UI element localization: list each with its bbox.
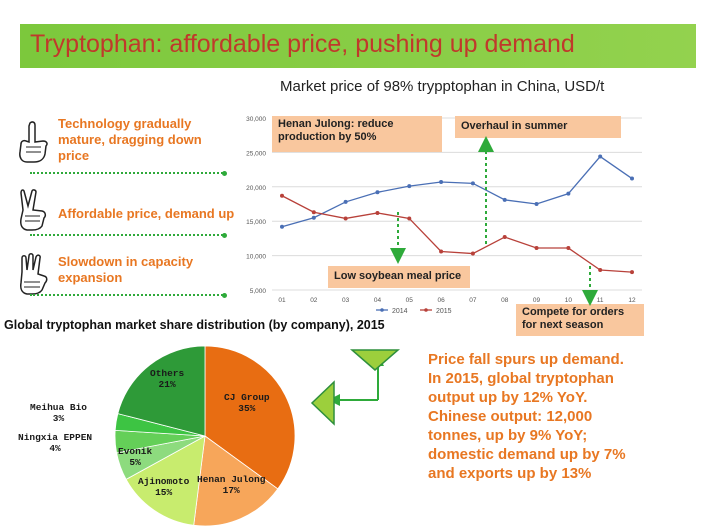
x-tick-label: 04 <box>374 297 382 304</box>
callout-overhaul: Overhaul in summer <box>455 116 621 138</box>
pie-slice-henan-julong <box>193 435 279 527</box>
conclusion-text: Price fall spurs up demand. In 2015, glo… <box>428 351 626 482</box>
data-point-2014 <box>470 181 475 186</box>
legend-marker <box>380 308 384 312</box>
data-point-2015 <box>439 249 444 254</box>
data-point-2015 <box>534 246 539 251</box>
pie-label-henan-julong: Henan Julong 17% <box>197 474 266 496</box>
reason-slowdown: Slowdown in capacity expansion <box>14 248 264 308</box>
legend-marker <box>424 308 428 312</box>
dotted-separator <box>30 234 226 236</box>
series-line-2015 <box>281 195 633 273</box>
pie-chart-title: Global tryptophan market share distribut… <box>4 318 385 332</box>
pie-label-meihua-bio: Meihua Bio 3% <box>30 402 88 424</box>
callout-henan-julong: Henan Julong: reduce production by 50% <box>272 116 442 152</box>
reason-text: Affordable price, demand up <box>58 206 235 221</box>
dotted-separator <box>30 294 226 296</box>
y-tick-label: 30,000 <box>246 116 266 123</box>
data-point-2014 <box>566 191 571 196</box>
pie-label-ningxia-eppen: Ningxia EPPEN 4% <box>18 432 93 454</box>
data-point-2015 <box>375 210 380 215</box>
x-tick-label: 10 <box>565 297 573 304</box>
reason-affordable: Affordable price, demand up <box>14 184 264 244</box>
data-point-2014 <box>534 202 539 206</box>
one-finger-hand-icon <box>19 121 48 163</box>
reason-text: Slowdown in capacity expansion <box>58 254 194 285</box>
series-line-2014 <box>281 155 633 228</box>
pie-slice-ajinomoto <box>125 435 206 526</box>
pie-slice-cj-group <box>204 345 296 490</box>
price-line-chart: 5,000 10,000 15,000 20,000 25,000 30,000 01 02… <box>246 116 642 315</box>
dotted-separator <box>30 172 226 174</box>
triangle-top-icon <box>349 349 401 371</box>
data-point-2014 <box>375 190 380 195</box>
y-tick-label: 5,000 <box>250 288 267 295</box>
data-point-2014 <box>598 154 603 159</box>
pie-label-evonik: Evonik 5% <box>118 446 153 468</box>
y-axis-ticks: 5,000 10,000 15,000 20,000 25,000 30,000 <box>246 116 266 295</box>
data-point-2015 <box>566 246 571 251</box>
x-axis-ticks: 01 02 03 04 05 06 07 08 09 10 11 12 <box>278 297 636 304</box>
x-tick-label: 03 <box>342 297 350 304</box>
separator-end-dot <box>222 171 227 176</box>
data-point-2015 <box>343 216 348 221</box>
pie-label-cj-group: CJ Group 35% <box>224 392 270 414</box>
data-point-2014 <box>280 224 284 229</box>
data-point-2015 <box>598 268 603 273</box>
triangle-left-icon <box>310 380 335 426</box>
two-finger-hand-icon <box>20 189 47 231</box>
data-point-2014 <box>630 176 634 181</box>
data-point-2015 <box>311 210 316 215</box>
line-chart-title: Market price of 98% trypptophan in China… <box>280 78 605 95</box>
chart-series <box>280 154 634 275</box>
data-point-2015 <box>502 235 507 240</box>
page-title: Tryptophan: affordable price, pushing up… <box>30 30 575 58</box>
legend-label: 2015 <box>436 308 452 315</box>
pie-label-others: Others 21% <box>150 368 185 390</box>
y-tick-label: 25,000 <box>246 150 266 157</box>
data-point-2014 <box>311 215 316 220</box>
x-tick-label: 07 <box>469 297 477 304</box>
data-point-2014 <box>502 197 507 202</box>
data-point-2014 <box>407 184 412 189</box>
data-point-2014 <box>439 179 444 184</box>
legend-label: 2014 <box>392 308 408 315</box>
chart-legend: 2014 2015 <box>376 308 452 315</box>
y-tick-label: 20,000 <box>246 185 266 192</box>
y-tick-label: 15,000 <box>246 219 266 226</box>
market-share-pie-chart <box>114 345 296 527</box>
reason-technology: Technology gradually mature, dragging do… <box>14 116 264 176</box>
reason-text: Technology gradually mature, dragging do… <box>58 116 202 163</box>
data-point-2015 <box>280 193 284 198</box>
pie-slice-others <box>117 345 206 437</box>
callout-soybean: Low soybean meal price <box>328 266 470 288</box>
x-tick-label: 06 <box>437 297 445 304</box>
data-point-2014 <box>343 199 348 204</box>
separator-end-dot <box>222 293 227 298</box>
y-tick-label: 10,000 <box>246 254 266 261</box>
x-tick-label: 08 <box>501 297 509 304</box>
three-finger-hand-icon <box>20 253 48 295</box>
separator-end-dot <box>222 233 227 238</box>
x-tick-label: 09 <box>533 297 541 304</box>
x-tick-label: 05 <box>406 297 414 304</box>
data-point-2015 <box>470 251 475 256</box>
callout-compete: Compete for orders for next season <box>516 304 644 336</box>
x-tick-label: 01 <box>278 297 286 304</box>
data-point-2015 <box>407 216 412 221</box>
pie-slices <box>114 345 296 527</box>
x-tick-label: 02 <box>310 297 318 304</box>
x-tick-label: 11 <box>597 297 604 304</box>
title-banner: Tryptophan: affordable price, pushing up… <box>20 24 696 68</box>
pie-label-ajinomoto: Ajinomoto 15% <box>138 476 190 498</box>
data-point-2015 <box>630 270 634 275</box>
x-tick-label: 12 <box>628 297 636 304</box>
